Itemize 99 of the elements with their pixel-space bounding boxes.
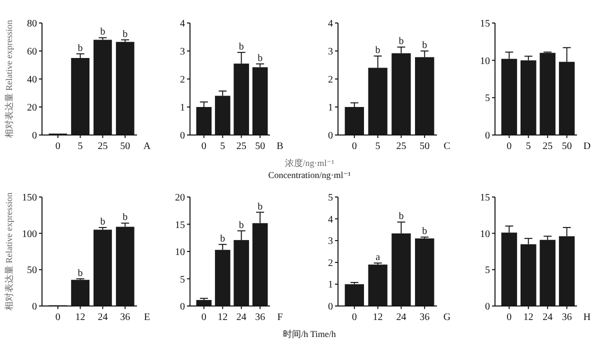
y-tick-label: 2 bbox=[180, 74, 185, 86]
y-tick-label: 0 bbox=[180, 130, 185, 142]
y-tick-label: 10 bbox=[175, 247, 185, 258]
y-tick-label: 0 bbox=[328, 302, 333, 312]
y-tick-label: 40 bbox=[27, 74, 37, 86]
y-tick-label: 1 bbox=[328, 102, 333, 114]
annotation: b bbox=[238, 41, 244, 52]
x-tick-label: 25 bbox=[542, 141, 553, 152]
text: C bbox=[444, 141, 451, 152]
x-axis-title: 时间/h Time/h bbox=[283, 329, 336, 339]
y-tick-label: 4 bbox=[180, 18, 185, 30]
x-tick-label: 0 bbox=[55, 141, 60, 152]
x-tick-label: 5 bbox=[526, 141, 531, 152]
x-tick-label: 25 bbox=[396, 141, 406, 152]
y-tick-label: 100 bbox=[22, 228, 37, 240]
y-tick-label: 3 bbox=[328, 46, 333, 58]
y-tick-label: 5 bbox=[485, 265, 490, 276]
x-tick-label: 12 bbox=[218, 312, 228, 323]
x-tick-label: 0 bbox=[506, 141, 512, 152]
y-tick-label: 0 bbox=[485, 130, 490, 142]
x-tick-label: 0 bbox=[55, 312, 60, 323]
x-tick-label: 25 bbox=[236, 141, 246, 152]
y-tick-label: 4 bbox=[328, 18, 333, 30]
y-tick-label: 2 bbox=[328, 258, 333, 269]
annotation: b bbox=[258, 201, 263, 212]
annotation: b bbox=[375, 45, 380, 56]
y-tick-label: 0 bbox=[32, 130, 37, 142]
y-tick-label: 0 bbox=[328, 130, 333, 142]
x-tick-label: 50 bbox=[255, 141, 266, 152]
y-tick-label: 50 bbox=[27, 265, 37, 276]
x-tick-label: 0 bbox=[352, 312, 357, 323]
x-tick-label: 5 bbox=[220, 141, 226, 152]
y-axis-title: 相对表达量 Relative expression bbox=[4, 20, 14, 138]
y-tick-label: 10 bbox=[480, 56, 490, 67]
x-tick-label: 36 bbox=[420, 312, 430, 323]
x-tick-label: 0 bbox=[201, 141, 206, 152]
annotation: b bbox=[100, 216, 106, 228]
x-tick-label: 50 bbox=[562, 141, 572, 152]
y-tick-label: 3 bbox=[328, 236, 333, 248]
text: G bbox=[443, 312, 451, 323]
x-tick-label: 36 bbox=[562, 312, 572, 323]
annotation: a bbox=[376, 252, 381, 264]
x-tick-label: 50 bbox=[420, 141, 430, 152]
annotation: b bbox=[220, 233, 226, 244]
y-tick-label: 20 bbox=[27, 102, 37, 114]
y-tick-label: 0 bbox=[180, 302, 185, 312]
y-tick-label: 20 bbox=[175, 192, 185, 204]
x-tick-label: 24 bbox=[98, 312, 108, 323]
y-tick-label: 5 bbox=[328, 192, 333, 204]
y-tick-label: 0 bbox=[32, 302, 37, 312]
x-tick-label: 25 bbox=[98, 141, 108, 152]
x-tick-label: 5 bbox=[78, 141, 83, 152]
y-tick-label: 60 bbox=[27, 46, 37, 58]
y-tick-label: 5 bbox=[485, 93, 490, 104]
x-tick-label: 0 bbox=[352, 141, 357, 152]
y-tick-label: 1 bbox=[180, 102, 185, 114]
text: A bbox=[143, 141, 152, 152]
x-tick-label: 36 bbox=[120, 312, 130, 323]
text: D bbox=[583, 141, 591, 152]
x-tick-label: 36 bbox=[255, 312, 266, 323]
text: E bbox=[144, 312, 150, 323]
x-axis-title: 浓度/ng·ml⁻¹ Concentration/ng·ml⁻¹ bbox=[268, 158, 352, 180]
x-tick-label: 5 bbox=[375, 141, 380, 152]
annotation: b bbox=[398, 211, 404, 222]
x-tick-label: 12 bbox=[523, 312, 534, 323]
y-tick-label: 3 bbox=[180, 46, 185, 58]
y-tick-label: 1 bbox=[328, 280, 333, 291]
x-tick-label: 12 bbox=[75, 312, 86, 323]
y-tick-label: 4 bbox=[328, 214, 333, 226]
annotation: b bbox=[122, 212, 128, 224]
y-axis-title: 相对表达量 Relative expression bbox=[4, 192, 14, 310]
annotation: b bbox=[422, 40, 428, 51]
y-tick-label: 15 bbox=[175, 220, 185, 231]
x-tick-label: 12 bbox=[372, 312, 383, 323]
x-tick-label: 50 bbox=[120, 141, 130, 152]
y-tick-label: 10 bbox=[480, 228, 490, 240]
annotation: b bbox=[78, 268, 83, 279]
y-tick-label: 15 bbox=[480, 18, 490, 30]
y-tick-label: 0 bbox=[485, 302, 490, 312]
annotation: b bbox=[422, 226, 428, 238]
annotation: b bbox=[398, 36, 404, 48]
annotation: b bbox=[100, 26, 106, 38]
y-tick-label: 5 bbox=[180, 274, 185, 286]
y-tick-label: 80 bbox=[27, 18, 37, 30]
x-tick-label: 0 bbox=[506, 312, 512, 323]
y-tick-label: 15 bbox=[480, 192, 490, 204]
annotation: b bbox=[258, 52, 263, 64]
y-tick-label: 150 bbox=[22, 192, 37, 204]
x-tick-label: 24 bbox=[396, 312, 406, 323]
x-tick-label: 0 bbox=[201, 312, 206, 323]
annotation: b bbox=[238, 220, 244, 231]
text: F bbox=[277, 312, 284, 323]
annotation: b bbox=[78, 42, 83, 54]
y-tick-label: 2 bbox=[328, 74, 333, 86]
annotation: b bbox=[122, 28, 128, 40]
text: H bbox=[583, 312, 591, 323]
text: B bbox=[276, 141, 284, 152]
x-tick-label: 24 bbox=[236, 312, 246, 323]
x-tick-label: 24 bbox=[542, 312, 553, 323]
